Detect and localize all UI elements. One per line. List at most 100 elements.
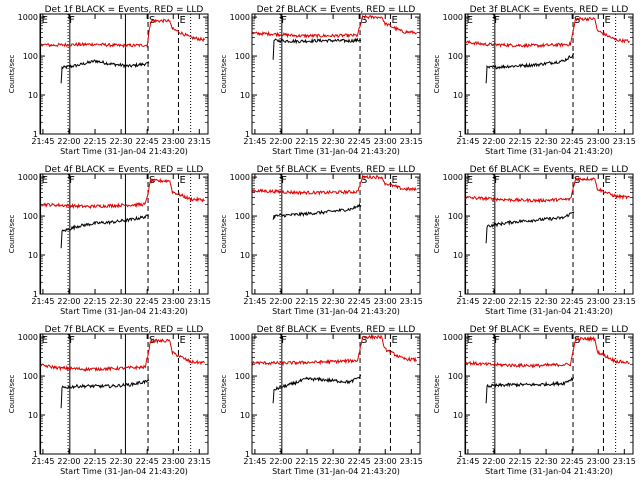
time-marker-label: F [69, 335, 75, 346]
y-tick-label: 10 [240, 91, 250, 100]
events-series-line [485, 52, 575, 84]
lld-series-line [39, 177, 205, 210]
plot-frame [464, 173, 634, 295]
y-tick-label: 100 [235, 372, 250, 381]
panel-title: Det 8f BLACK = Events, RED = LLD [257, 325, 416, 335]
time-marker-label: F [69, 15, 75, 26]
y-tick-label: 1 [458, 130, 463, 139]
x-tick-label: 21:45 [243, 457, 266, 466]
x-tick-label: 22:30 [110, 297, 133, 306]
y-tick-label: 1 [458, 450, 463, 459]
x-tick-label: 23:00 [162, 297, 185, 306]
plot-frame [464, 333, 634, 455]
y-tick-label: 1000 [230, 333, 250, 342]
x-tick-label: 22:15 [84, 457, 107, 466]
time-marker-label: E [179, 175, 185, 186]
y-tick-label: 10 [453, 251, 463, 260]
time-marker-label: E [604, 175, 610, 186]
x-tick-label: 23:15 [613, 297, 636, 306]
time-marker-label: F [494, 15, 500, 26]
y-axis-label: Counts/sec [220, 375, 228, 414]
time-marker-label: S [361, 15, 367, 26]
time-marker-label: E [179, 335, 185, 346]
time-marker-label: E [42, 15, 48, 26]
x-tick-label: 21:45 [31, 457, 54, 466]
x-axis-label: Start Time (31-Jan-04 21:43:20) [485, 307, 613, 316]
x-tick-label: 23:15 [188, 457, 211, 466]
plot-frame [251, 173, 421, 295]
x-tick-label: 23:00 [374, 297, 397, 306]
time-marker-label: E [42, 335, 48, 346]
x-tick-label: 23:00 [374, 457, 397, 466]
x-tick-label: 22:00 [482, 297, 505, 306]
x-tick-label: 22:30 [535, 457, 558, 466]
y-tick-label: 10 [453, 411, 463, 420]
time-marker-label: F [494, 175, 500, 186]
plot-frame [39, 333, 209, 455]
x-axis-label: Start Time (31-Jan-04 21:43:20) [60, 307, 188, 316]
x-tick-label: 22:00 [482, 137, 505, 146]
x-axis-label: Start Time (31-Jan-04 21:43:20) [272, 307, 400, 316]
time-marker-label: E [391, 175, 397, 186]
y-tick-label: 1000 [443, 333, 463, 342]
y-tick-label: 1000 [443, 173, 463, 182]
x-tick-label: 22:00 [269, 297, 292, 306]
x-tick-label: 22:15 [296, 297, 319, 306]
y-tick-label: 100 [448, 372, 463, 381]
y-tick-label: 1000 [18, 173, 38, 182]
time-marker-label: E [179, 15, 185, 26]
events-series-line [485, 211, 575, 244]
x-tick-label: 22:00 [57, 297, 80, 306]
x-tick-label: 21:45 [31, 297, 54, 306]
y-tick-label: 1 [245, 290, 250, 299]
y-tick-label: 100 [23, 52, 38, 61]
y-tick-label: 1 [33, 450, 38, 459]
time-marker-label: E [391, 15, 397, 26]
y-tick-label: 1000 [230, 173, 250, 182]
y-tick-label: 10 [28, 91, 38, 100]
x-tick-label: 23:15 [188, 137, 211, 146]
x-tick-label: 22:15 [296, 137, 319, 146]
time-marker-label: F [281, 175, 287, 186]
lld-series-line [251, 333, 417, 367]
x-tick-label: 21:45 [456, 457, 479, 466]
x-tick-label: 22:45 [348, 457, 371, 466]
x-tick-label: 22:45 [136, 137, 159, 146]
lld-series-line [251, 174, 417, 196]
x-axis-label: Start Time (31-Jan-04 21:43:20) [272, 467, 400, 476]
x-tick-label: 23:00 [162, 457, 185, 466]
x-tick-label: 22:30 [535, 297, 558, 306]
y-tick-label: 1000 [18, 13, 38, 22]
x-tick-label: 23:15 [188, 297, 211, 306]
x-tick-label: 22:45 [561, 137, 584, 146]
plot-frame [251, 13, 421, 135]
x-tick-label: 22:45 [348, 137, 371, 146]
x-tick-label: 23:15 [613, 137, 636, 146]
time-marker-label: F [281, 15, 287, 26]
x-tick-label: 21:45 [243, 297, 266, 306]
lld-series-line [464, 335, 630, 369]
panel-title: Det 4f BLACK = Events, RED = LLD [45, 165, 204, 175]
x-axis-label: Start Time (31-Jan-04 21:43:20) [60, 147, 188, 156]
y-tick-label: 100 [235, 212, 250, 221]
x-tick-label: 23:00 [162, 137, 185, 146]
x-tick-label: 23:15 [400, 137, 423, 146]
x-tick-label: 23:00 [587, 297, 610, 306]
x-tick-label: 23:15 [613, 457, 636, 466]
x-tick-label: 22:45 [348, 297, 371, 306]
x-tick-label: 22:30 [110, 137, 133, 146]
x-tick-label: 22:45 [136, 457, 159, 466]
y-axis-label: Counts/sec [220, 215, 228, 254]
x-tick-label: 23:15 [400, 457, 423, 466]
x-axis-label: Start Time (31-Jan-04 21:43:20) [485, 147, 613, 156]
events-series-line [272, 374, 362, 404]
x-tick-label: 23:00 [587, 137, 610, 146]
events-series-line [272, 202, 362, 220]
